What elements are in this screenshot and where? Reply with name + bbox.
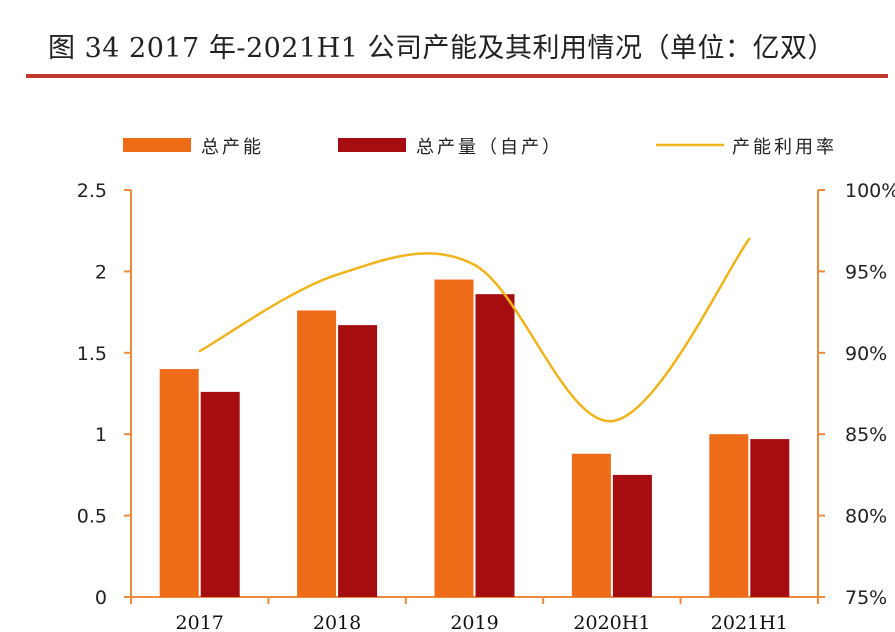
- legend-label-capacity: 总产能: [201, 137, 264, 158]
- y-left-tick-label: 0: [95, 587, 107, 609]
- x-tick-label: 2018: [313, 612, 361, 632]
- y-right-tick-label: 80%: [845, 506, 887, 528]
- legend-label-utilization: 产能利用率: [732, 137, 837, 158]
- y-right-tick-label: 90%: [845, 343, 887, 365]
- legend-label-output: 总产量（自产）: [416, 137, 563, 158]
- legend-swatch-capacity: [123, 138, 191, 152]
- utilization-point: [748, 237, 751, 241]
- legend: 总产能 总产量（自产） 产能利用率: [123, 137, 837, 158]
- x-tick-label: 2019: [450, 612, 498, 632]
- y-left-tick-label: 1.5: [77, 343, 107, 365]
- y-left-tick-label: 2.5: [77, 180, 107, 202]
- bar-output: [475, 294, 515, 597]
- bar-capacity: [571, 453, 611, 597]
- bar-output: [612, 474, 652, 597]
- utilization-point: [335, 273, 339, 276]
- y-left-tick-label: 0.5: [77, 506, 107, 528]
- bar-output: [338, 325, 378, 597]
- y-right-tick-label: 75%: [845, 587, 887, 609]
- x-tick-label: 2021H1: [711, 612, 788, 632]
- utilization-point: [610, 419, 614, 423]
- utilization-point: [198, 349, 201, 353]
- bar-output: [750, 439, 790, 597]
- y-right-tick-label: 85%: [845, 424, 887, 446]
- bar-capacity: [709, 434, 749, 597]
- x-tick-label: 2017: [176, 612, 224, 632]
- title-divider: [26, 74, 888, 78]
- utilization-line: [199, 238, 751, 423]
- bar-output: [200, 391, 240, 597]
- bar-capacity: [297, 310, 337, 597]
- y-right-tick-label: 95%: [845, 261, 887, 283]
- chart-title: 图 34 2017 年-2021H1 公司产能及其利用情况（单位：亿双）: [48, 33, 835, 64]
- y-left-tick-label: 2: [95, 261, 107, 283]
- bar-capacity: [434, 279, 474, 597]
- x-tick-label: 2020H1: [573, 612, 650, 632]
- y-right-tick-label: 100%: [845, 180, 895, 202]
- utilization-point: [473, 263, 476, 267]
- bar-capacity: [159, 369, 199, 597]
- y-left-tick-label: 1: [95, 424, 107, 446]
- legend-swatch-output: [338, 138, 406, 152]
